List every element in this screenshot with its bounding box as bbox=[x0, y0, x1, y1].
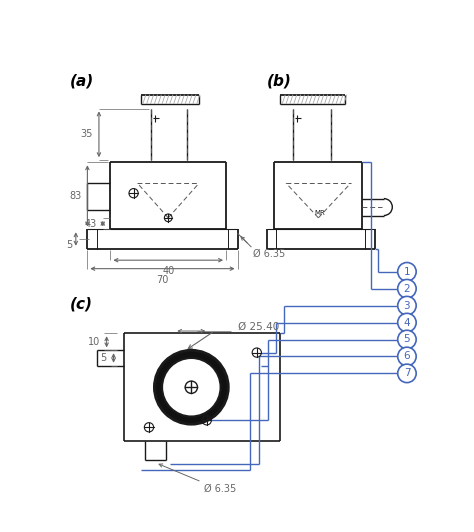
Circle shape bbox=[155, 350, 228, 424]
Text: 5: 5 bbox=[404, 335, 410, 345]
Text: 70: 70 bbox=[156, 275, 169, 285]
Text: Ø 6.35: Ø 6.35 bbox=[253, 248, 285, 259]
Text: (b): (b) bbox=[267, 73, 292, 88]
Text: 6: 6 bbox=[404, 352, 410, 361]
Text: 5: 5 bbox=[100, 353, 107, 363]
Text: 35: 35 bbox=[81, 129, 93, 139]
Circle shape bbox=[398, 262, 416, 281]
Text: 7: 7 bbox=[404, 368, 410, 378]
Text: (a): (a) bbox=[70, 73, 94, 88]
Circle shape bbox=[162, 358, 220, 417]
Text: Ø 6.35: Ø 6.35 bbox=[204, 484, 237, 494]
Circle shape bbox=[398, 313, 416, 332]
Text: 43: 43 bbox=[84, 219, 97, 229]
Text: 5: 5 bbox=[66, 240, 72, 250]
Text: (c): (c) bbox=[70, 296, 93, 311]
Text: 40: 40 bbox=[162, 267, 174, 276]
Text: 3: 3 bbox=[404, 301, 410, 311]
Circle shape bbox=[398, 279, 416, 298]
Text: 83: 83 bbox=[69, 191, 81, 201]
Circle shape bbox=[398, 347, 416, 365]
Text: 2: 2 bbox=[404, 284, 410, 294]
Circle shape bbox=[398, 296, 416, 315]
Text: 1: 1 bbox=[404, 267, 410, 277]
Text: Ø 25.40: Ø 25.40 bbox=[237, 322, 279, 332]
Circle shape bbox=[398, 330, 416, 349]
Text: MR: MR bbox=[315, 210, 325, 217]
Circle shape bbox=[398, 364, 416, 383]
Text: 4: 4 bbox=[404, 318, 410, 328]
Text: 10: 10 bbox=[88, 337, 100, 347]
